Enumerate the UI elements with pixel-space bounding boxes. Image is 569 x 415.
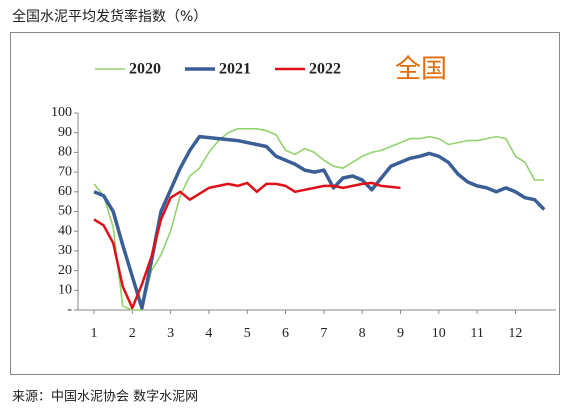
x-tick-label: 10 bbox=[432, 326, 446, 341]
x-tick-label: 9 bbox=[397, 326, 404, 341]
chart-frame bbox=[10, 32, 560, 375]
chart-title: 全国水泥平均发货率指数（%） bbox=[12, 8, 207, 25]
y-tick-label: 60 bbox=[58, 184, 72, 199]
y-tick-label: 20 bbox=[58, 263, 72, 278]
y-tick-label: 30 bbox=[58, 243, 72, 258]
series-line bbox=[93, 128, 545, 311]
legend-label: 2022 bbox=[309, 61, 341, 78]
y-tick-label: 100 bbox=[51, 105, 72, 120]
x-tick-label: 8 bbox=[359, 326, 366, 341]
x-tick-label: 7 bbox=[320, 326, 327, 341]
x-tick-label: 4 bbox=[205, 326, 212, 341]
y-tick-label: - bbox=[67, 302, 72, 317]
legend-label: 2021 bbox=[219, 61, 251, 78]
x-tick-label: 2 bbox=[129, 326, 136, 341]
y-tick-label: 10 bbox=[58, 283, 72, 298]
y-tick-label: 40 bbox=[58, 223, 72, 238]
legend-label: 2020 bbox=[129, 61, 161, 78]
x-tick-label: 3 bbox=[167, 326, 174, 341]
source: 来源：中国水泥协会 数字水泥网 bbox=[12, 390, 198, 405]
y-tick-label: 80 bbox=[58, 145, 72, 160]
x-tick-label: 12 bbox=[508, 326, 522, 341]
x-tick-label: 6 bbox=[282, 326, 289, 341]
x-tick-label: 5 bbox=[244, 326, 251, 341]
y-tick-label: 70 bbox=[58, 164, 72, 179]
y-tick-label: 90 bbox=[58, 125, 72, 140]
series-line bbox=[93, 181, 401, 310]
x-tick-label: 1 bbox=[91, 326, 98, 341]
series-line bbox=[93, 134, 546, 310]
annotation: 全国 bbox=[395, 55, 447, 85]
y-tick-label: 50 bbox=[58, 204, 72, 219]
x-tick-label: 11 bbox=[470, 326, 483, 341]
